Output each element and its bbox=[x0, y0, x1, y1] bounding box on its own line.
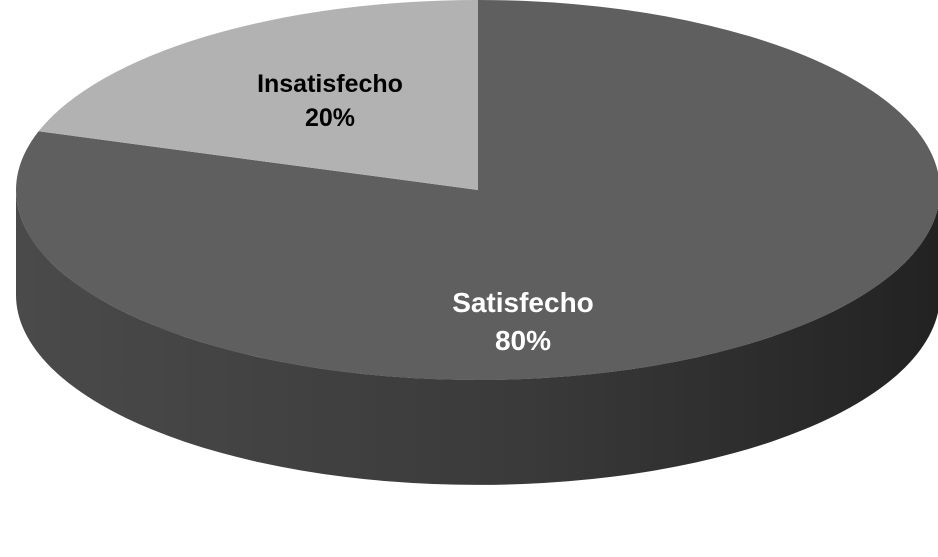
slice-label-insatisfecho: Insatisfecho bbox=[257, 70, 403, 98]
pie-side-satisfecho bbox=[16, 190, 938, 485]
pie-side bbox=[16, 190, 938, 485]
slice-value-insatisfecho: 20% bbox=[305, 104, 355, 132]
pie-top bbox=[16, 0, 938, 380]
pie-slice-satisfecho bbox=[16, 0, 938, 380]
pie-labels: Satisfecho 80% Insatisfecho 20% bbox=[257, 70, 594, 356]
slice-label-satisfecho: Satisfecho bbox=[452, 287, 594, 318]
pie-slice-insatisfecho bbox=[38, 0, 479, 190]
slice-value-satisfecho: 80% bbox=[495, 325, 551, 356]
